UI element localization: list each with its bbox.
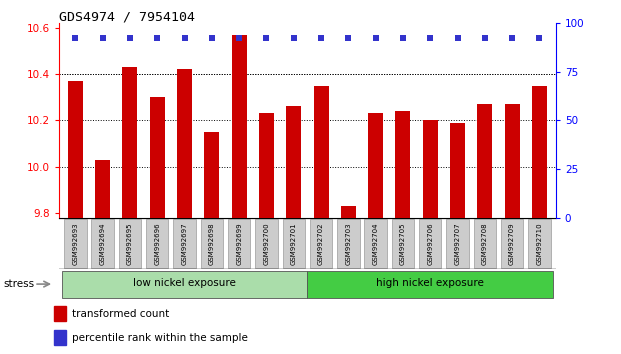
FancyBboxPatch shape [201,219,223,268]
Point [453,35,463,41]
Text: GSM992698: GSM992698 [209,222,215,265]
Point [316,35,326,41]
Bar [450,123,465,218]
FancyBboxPatch shape [528,219,551,268]
Bar [177,69,192,218]
Bar [423,120,438,218]
Bar [478,104,492,218]
Text: GDS4974 / 7954104: GDS4974 / 7954104 [59,11,195,24]
FancyBboxPatch shape [337,219,360,268]
Text: GSM992705: GSM992705 [400,222,406,265]
Bar [204,132,219,218]
Text: GSM992702: GSM992702 [318,222,324,265]
Point [97,35,107,41]
Point [125,35,135,41]
Bar [54,330,66,345]
Point [425,35,435,41]
Text: GSM992693: GSM992693 [73,222,78,265]
FancyBboxPatch shape [283,219,305,268]
Point [70,35,80,41]
Point [480,35,490,41]
FancyBboxPatch shape [474,219,496,268]
Bar [314,86,329,218]
Text: GSM992701: GSM992701 [291,222,297,265]
Point [207,35,217,41]
Point [152,35,162,41]
Point [371,35,381,41]
Text: high nickel exposure: high nickel exposure [376,279,484,289]
Text: GSM992709: GSM992709 [509,222,515,265]
FancyBboxPatch shape [146,219,168,268]
FancyBboxPatch shape [119,219,141,268]
Text: GSM992708: GSM992708 [482,222,488,265]
Bar [68,81,83,218]
Bar [368,113,383,218]
Point [343,35,353,41]
Text: percentile rank within the sample: percentile rank within the sample [72,333,248,343]
Text: GSM992710: GSM992710 [537,222,542,265]
Text: GSM992704: GSM992704 [373,222,379,265]
FancyBboxPatch shape [365,219,387,268]
Text: GSM992706: GSM992706 [427,222,433,265]
FancyBboxPatch shape [64,219,86,268]
FancyBboxPatch shape [501,219,524,268]
Bar [54,306,66,321]
FancyBboxPatch shape [392,219,414,268]
Point [179,35,189,41]
Bar [232,35,247,218]
Point [507,35,517,41]
Point [289,35,299,41]
Bar [396,111,410,218]
FancyBboxPatch shape [307,270,553,298]
Point [234,35,244,41]
FancyBboxPatch shape [61,270,307,298]
Bar [95,160,110,218]
Text: GSM992699: GSM992699 [236,222,242,265]
Bar [122,67,137,218]
Point [535,35,545,41]
FancyBboxPatch shape [419,219,442,268]
Text: GSM992694: GSM992694 [99,222,106,265]
Text: GSM992695: GSM992695 [127,222,133,265]
Bar [259,113,274,218]
Text: GSM992700: GSM992700 [263,222,270,265]
Text: low nickel exposure: low nickel exposure [133,279,236,289]
Bar [505,104,520,218]
Point [398,35,408,41]
Bar [341,206,356,218]
Bar [532,86,547,218]
Text: GSM992707: GSM992707 [455,222,461,265]
FancyBboxPatch shape [310,219,332,268]
Bar [150,97,165,218]
FancyBboxPatch shape [446,219,469,268]
Bar [286,107,301,218]
FancyBboxPatch shape [173,219,196,268]
Text: stress: stress [3,279,34,289]
Text: transformed count: transformed count [72,309,170,319]
Text: GSM992703: GSM992703 [345,222,351,265]
Point [261,35,271,41]
Text: GSM992697: GSM992697 [181,222,188,265]
FancyBboxPatch shape [255,219,278,268]
FancyBboxPatch shape [91,219,114,268]
Text: GSM992696: GSM992696 [154,222,160,265]
FancyBboxPatch shape [228,219,250,268]
